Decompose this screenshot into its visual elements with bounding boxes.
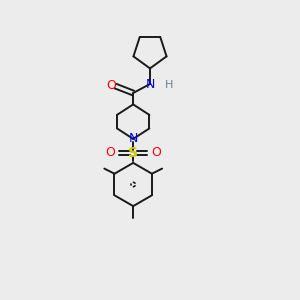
Text: H: H [164, 80, 173, 90]
Text: N: N [145, 77, 155, 91]
Text: O: O [106, 79, 116, 92]
Text: S: S [128, 146, 138, 160]
Text: N: N [128, 132, 138, 146]
Text: O: O [152, 146, 161, 160]
Text: O: O [105, 146, 115, 160]
